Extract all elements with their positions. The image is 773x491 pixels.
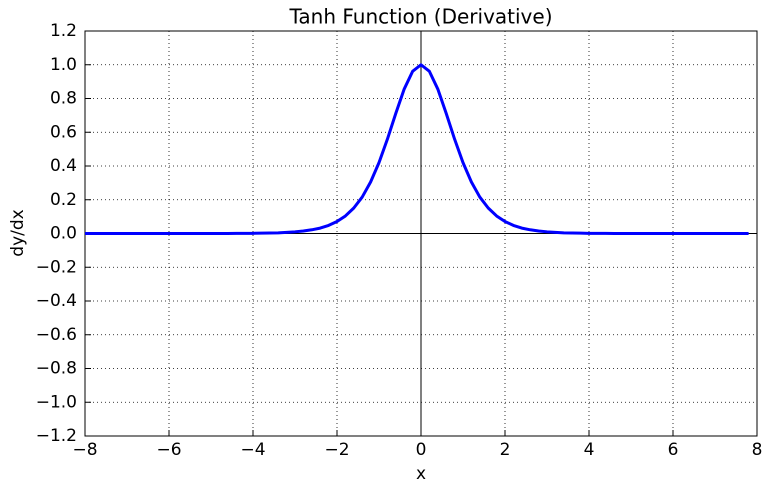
y-tick-label: 0.6 [50, 122, 77, 142]
x-tick-label: 0 [416, 440, 427, 460]
y-tick-label: 0.0 [50, 224, 77, 244]
y-tick-label: 0.4 [50, 156, 77, 176]
line-series [85, 63, 749, 235]
x-tick-label: 8 [752, 440, 763, 460]
y-tick-label: 0.8 [50, 89, 77, 109]
y-tick-label: −0.2 [36, 257, 77, 277]
y-tick-label: −1.2 [36, 426, 77, 446]
x-axis-label: x [416, 464, 426, 484]
x-tick-label: 2 [500, 440, 511, 460]
chart-title: Tanh Function (Derivative) [288, 5, 552, 29]
y-tick-label: 1.2 [50, 21, 77, 41]
y-tick-label: −0.6 [36, 325, 77, 345]
y-tick-label: −1.0 [36, 392, 77, 412]
x-tick-label: −4 [240, 440, 265, 460]
x-tick-label: −8 [72, 440, 97, 460]
y-axis-label: dy/dx [8, 209, 28, 256]
x-tick-label: −6 [156, 440, 181, 460]
y-tick-label: −0.4 [36, 291, 77, 311]
x-tick-label: 6 [668, 440, 679, 460]
y-tick-label: −0.8 [36, 359, 77, 379]
x-tick-label: −2 [324, 440, 349, 460]
y-tick-label: 0.2 [50, 190, 77, 210]
x-tick-label: 4 [584, 440, 595, 460]
y-tick-label: 1.0 [50, 55, 77, 75]
